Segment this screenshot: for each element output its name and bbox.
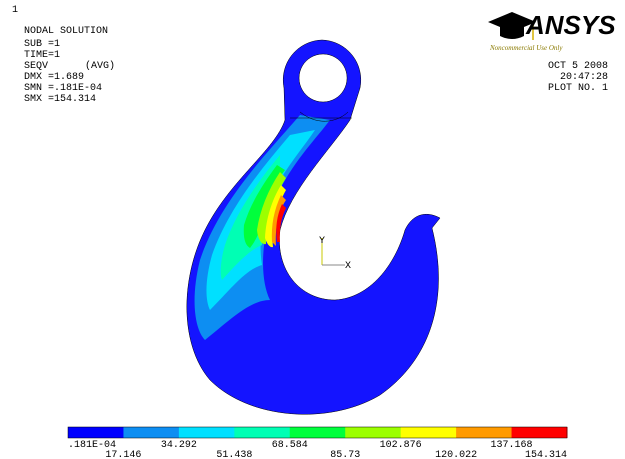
info-line: NODAL SOLUTION: [24, 26, 108, 37]
legend-swatch: [123, 427, 179, 438]
legend-label: 51.438: [216, 450, 252, 459]
logo-note: Noncommercial Use Only: [489, 44, 563, 52]
legend-label: 17.146: [105, 450, 141, 459]
legend-swatch: [234, 427, 290, 438]
info-line: SEQV: [24, 61, 48, 72]
info-line: SMN =.181E-04: [24, 83, 102, 94]
window-number: 1: [12, 5, 18, 16]
triad-y: Y: [319, 236, 325, 247]
date: OCT 5 2008: [548, 61, 608, 72]
legend-swatch: [68, 427, 124, 438]
legend-label: 34.292: [161, 440, 197, 451]
triad-x: X: [345, 261, 351, 272]
legend-label: 120.022: [435, 450, 477, 459]
legend-swatch: [345, 427, 401, 438]
logo-name: ANSYS: [525, 10, 616, 40]
legend-swatch: [456, 427, 512, 438]
legend-label: 68.584: [272, 440, 308, 451]
legend-swatch: [290, 427, 346, 438]
legend-label: 85.73: [330, 450, 360, 459]
legend-swatch: [401, 427, 457, 438]
legend-swatch: [179, 427, 235, 438]
info-line: SMX =154.314: [24, 94, 96, 105]
info-line: SUB =1: [24, 39, 60, 50]
legend-swatch: [512, 427, 568, 438]
info-line: TIME=1: [24, 50, 60, 61]
plot-number: PLOT NO. 1: [548, 83, 608, 94]
info-line: DMX =1.689: [24, 72, 84, 83]
legend-label: 154.314: [525, 450, 567, 459]
avg-label: (AVG): [85, 60, 115, 72]
legend-label: 102.876: [380, 440, 422, 451]
time: 20:47:28: [560, 72, 608, 83]
ansys-plot: Y X 1 NODAL SOLUTION SUB =1TIME=1SEQVDMX …: [0, 0, 625, 459]
